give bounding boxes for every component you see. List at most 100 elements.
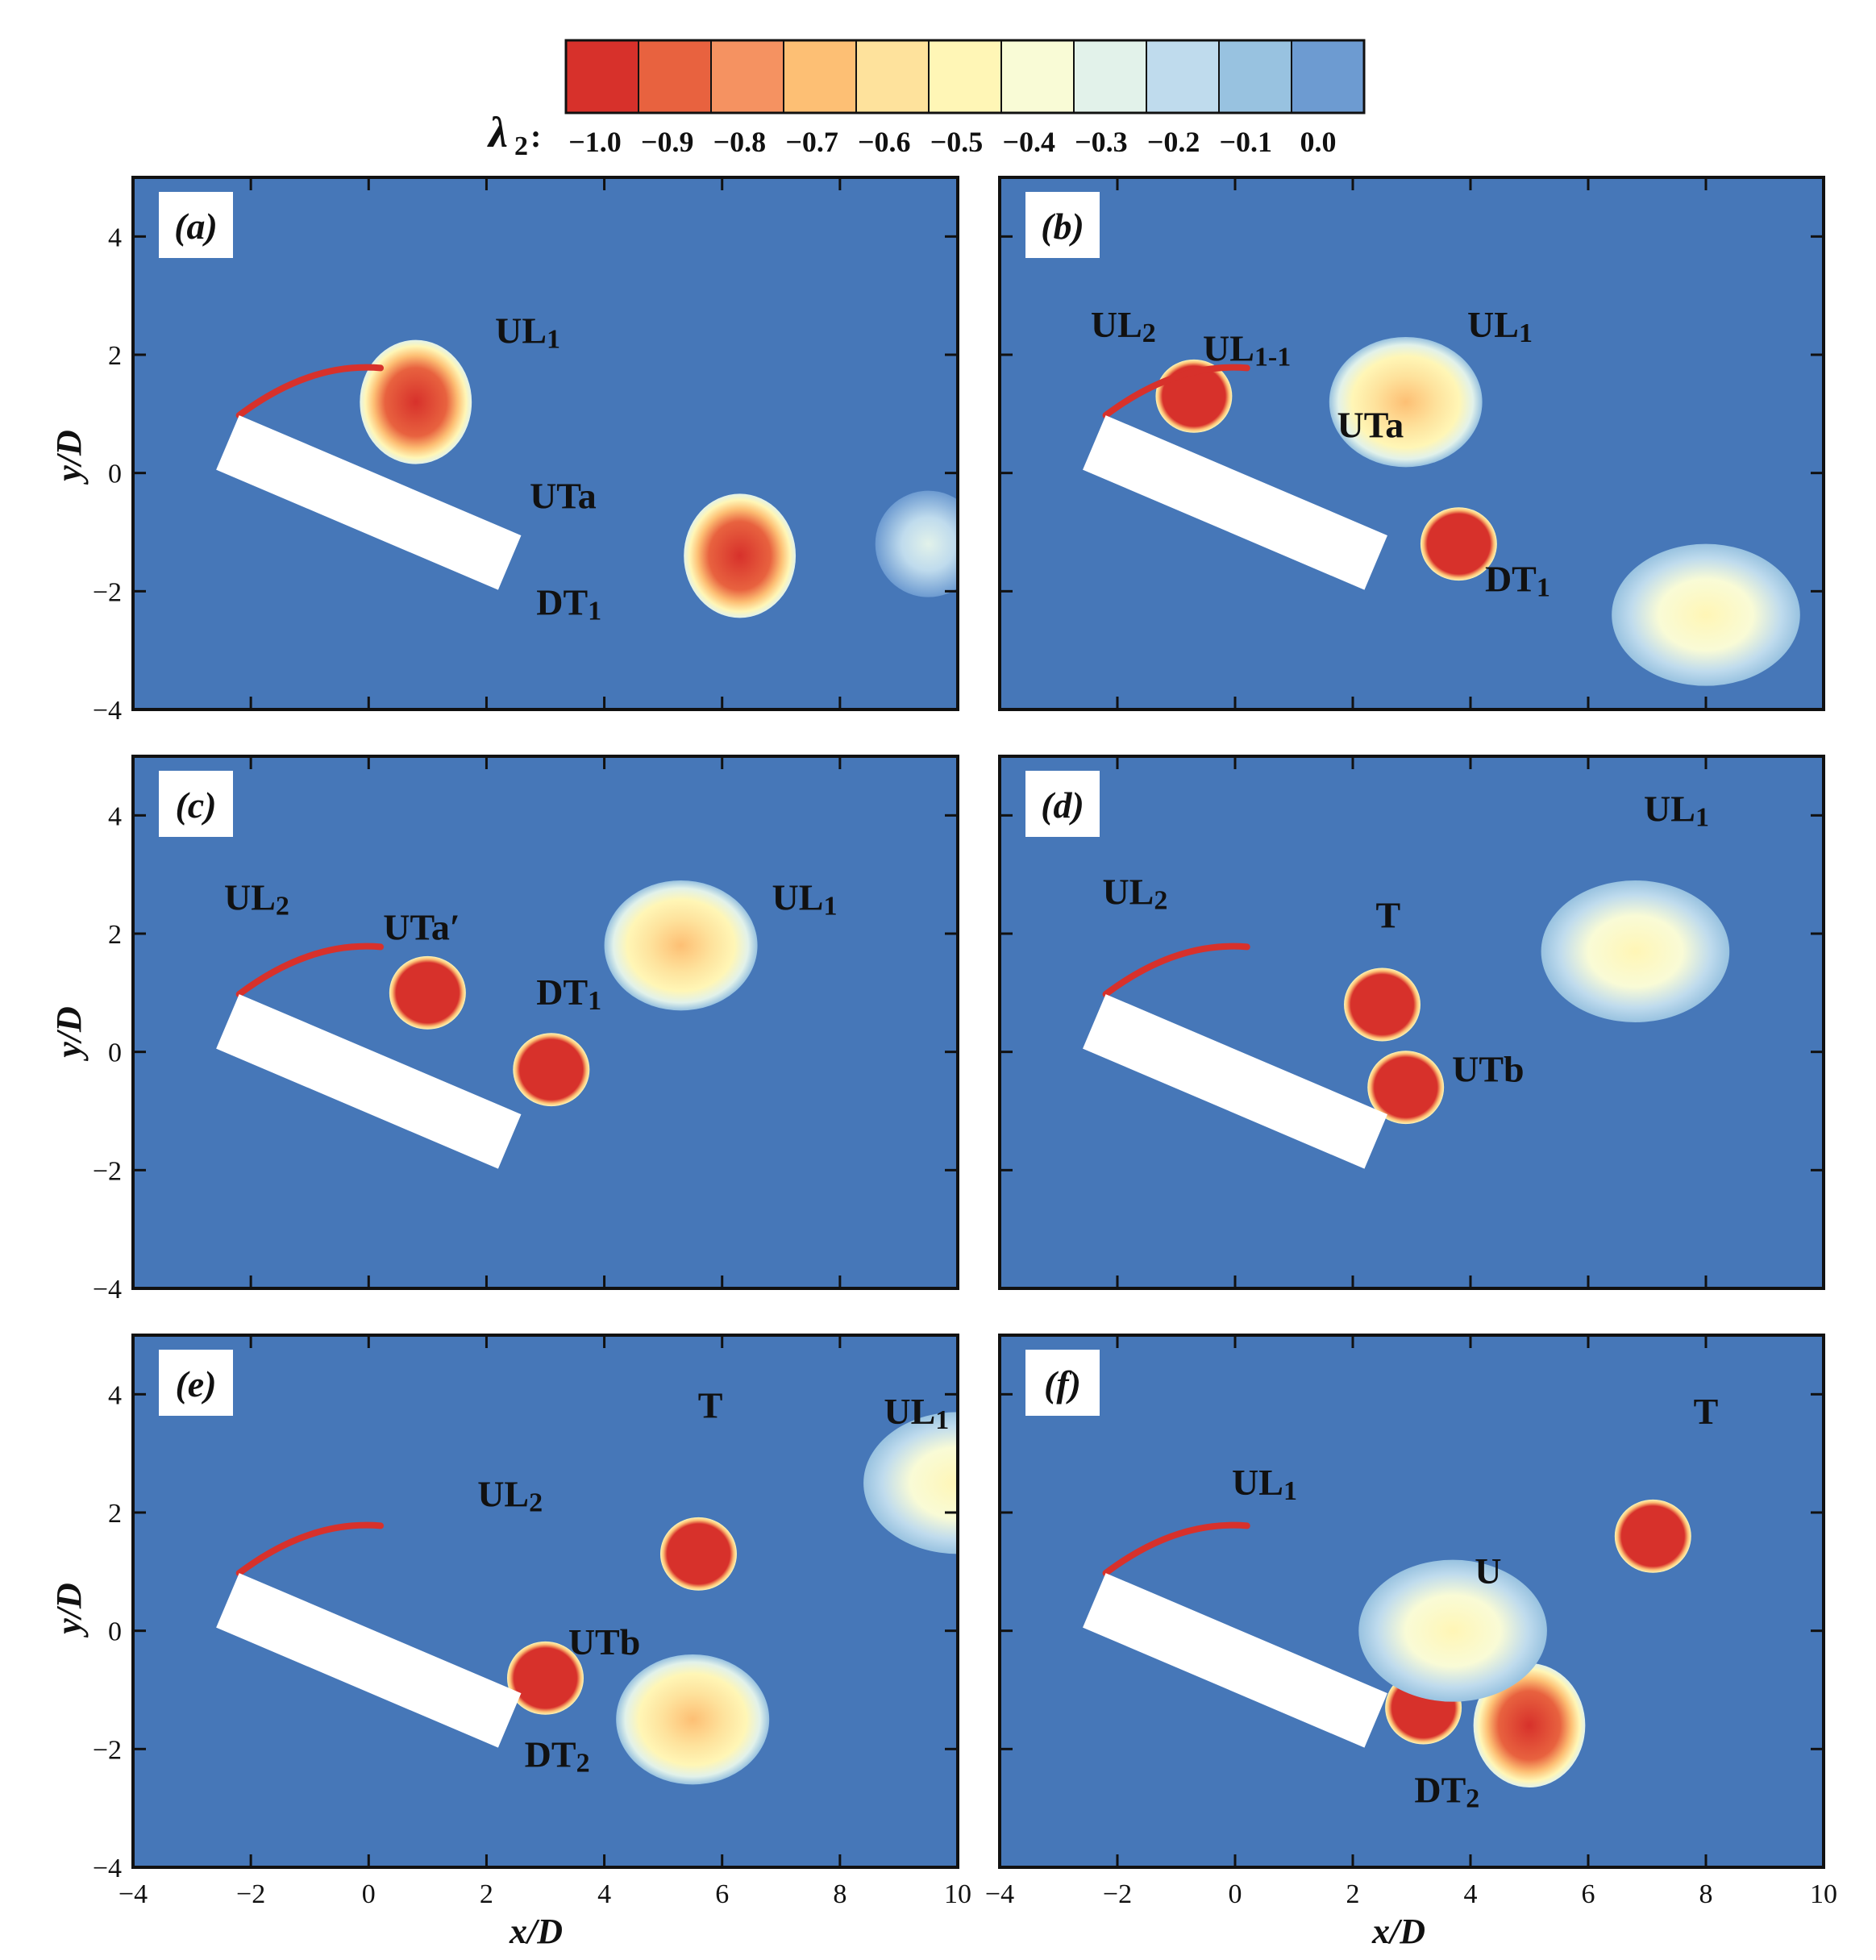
vortex-layer xyxy=(1102,880,1730,1125)
y-tick-label: −2 xyxy=(93,1735,122,1765)
vortex-core xyxy=(1367,1051,1445,1125)
vortex-core xyxy=(1614,1499,1691,1573)
vortex-core xyxy=(360,339,472,464)
vortex-core xyxy=(616,1654,770,1785)
rectangular-cylinder xyxy=(1083,1573,1387,1748)
colorbar-cell xyxy=(928,40,1002,114)
x-tick-label: 8 xyxy=(1699,1879,1713,1909)
x-tick-label: 8 xyxy=(833,1879,846,1909)
colorbar-tick-label: 0.0 xyxy=(1300,126,1337,158)
vortex-annotation: T xyxy=(1375,895,1400,936)
ylabel-row3: y/D xyxy=(49,1583,89,1638)
vortex-core xyxy=(659,1517,737,1591)
y-tick-label: 4 xyxy=(108,801,122,831)
vortex-annotation: UTa xyxy=(1337,405,1404,446)
x-tick-label: 10 xyxy=(944,1879,971,1909)
colorbar-cell xyxy=(783,40,857,114)
y-tick-label: 0 xyxy=(108,1038,122,1068)
vortex-core xyxy=(1541,880,1730,1022)
y-tick-label: −4 xyxy=(93,1275,122,1305)
vortex-layer xyxy=(235,1412,958,1785)
x-tick-label: 0 xyxy=(362,1879,376,1909)
panel-label-box xyxy=(1025,192,1100,258)
shear-layer xyxy=(235,1521,385,1577)
colorbar-colon: : xyxy=(530,118,541,154)
vortex-annotation: U xyxy=(1475,1550,1501,1592)
y-tick-label: −2 xyxy=(93,1156,122,1186)
colorbar-symbol: λ xyxy=(487,108,508,156)
rectangular-cylinder xyxy=(216,415,522,590)
vortex-core xyxy=(389,955,466,1030)
x-tick-label: −2 xyxy=(1103,1879,1132,1909)
y-tick-label: −4 xyxy=(93,696,122,726)
vortex-core xyxy=(863,1412,958,1554)
colorbar-tick-label: −0.5 xyxy=(930,126,984,158)
vortex-core xyxy=(1329,337,1483,468)
panel-label-box xyxy=(159,1350,233,1416)
vortex-core xyxy=(684,493,797,618)
panel-label-box xyxy=(159,771,233,837)
vortex-core xyxy=(513,1033,590,1107)
vortex-layer xyxy=(235,339,958,618)
ylabel-row2: y/D xyxy=(49,1006,89,1062)
colorbar-cell xyxy=(1000,40,1075,114)
vortex-annotation: UTb xyxy=(1452,1048,1524,1089)
plot-frame xyxy=(998,176,1825,711)
colorbar-cell xyxy=(565,40,639,114)
vortex-core xyxy=(1612,543,1800,686)
rectangular-cylinder xyxy=(1083,994,1387,1169)
colorbar-frame xyxy=(564,39,1366,114)
x-tick-label: 4 xyxy=(597,1879,611,1909)
vortex-layer xyxy=(1102,1499,1691,1787)
x-tick-label: −2 xyxy=(236,1879,265,1909)
vortex-annotation: DT1 xyxy=(1485,558,1550,602)
y-tick-label: 2 xyxy=(108,920,122,950)
xlabel-right: x/D xyxy=(1371,1912,1425,1951)
plot-frame xyxy=(998,1334,1825,1869)
x-tick-label: −4 xyxy=(119,1879,148,1909)
colorbar-cells xyxy=(564,39,1366,114)
colorbar-cell xyxy=(1146,40,1220,114)
colorbar-tick-label: −0.9 xyxy=(641,126,694,158)
colorbar-tick-label: −0.4 xyxy=(1002,126,1055,158)
vortex-annotation: UL2 xyxy=(224,877,289,922)
x-tick-label: 2 xyxy=(480,1879,493,1909)
y-tick-label: −2 xyxy=(93,577,122,607)
vortex-annotation: UTa′ xyxy=(383,906,460,947)
y-tick-label: 2 xyxy=(108,1499,122,1529)
panel-label-box xyxy=(1025,771,1100,837)
colorbar-cell xyxy=(1218,40,1292,114)
vortex-layer xyxy=(1102,337,1800,686)
rectangular-cylinder xyxy=(1083,415,1387,590)
colorbar-subscript: 2 xyxy=(514,131,528,161)
x-tick-label: 4 xyxy=(1464,1879,1478,1909)
plot-frame xyxy=(998,755,1825,1290)
panel-label: (a) xyxy=(174,206,218,247)
panel-label-box xyxy=(159,192,233,258)
y-tick-label: 2 xyxy=(108,341,122,371)
colorbar-cell xyxy=(638,40,712,114)
shear-layer xyxy=(235,943,385,998)
plot-frame xyxy=(131,176,959,711)
y-tick-label: −4 xyxy=(93,1854,122,1883)
colorbar-tick-label: −0.1 xyxy=(1220,126,1273,158)
colorbar-tick-label: −1.0 xyxy=(568,126,622,158)
x-tick-label: −4 xyxy=(985,1879,1014,1909)
vortex-annotation: T xyxy=(698,1385,723,1426)
colorbar-cell xyxy=(1073,40,1147,114)
colorbar-tick-label: −0.6 xyxy=(858,126,911,158)
plot-frame xyxy=(131,755,959,1290)
vortex-core xyxy=(1344,968,1421,1042)
panel-label: (b) xyxy=(1041,206,1084,247)
plot-frame xyxy=(131,1334,959,1869)
vortex-layer xyxy=(235,880,758,1107)
colorbar: −1.0 −0.9 −0.8 −0.7 −0.6 −0.5 −0.4 −0.3 −0.2 −0.1… xyxy=(487,39,1366,161)
vortex-annotation: UTb xyxy=(568,1621,640,1662)
